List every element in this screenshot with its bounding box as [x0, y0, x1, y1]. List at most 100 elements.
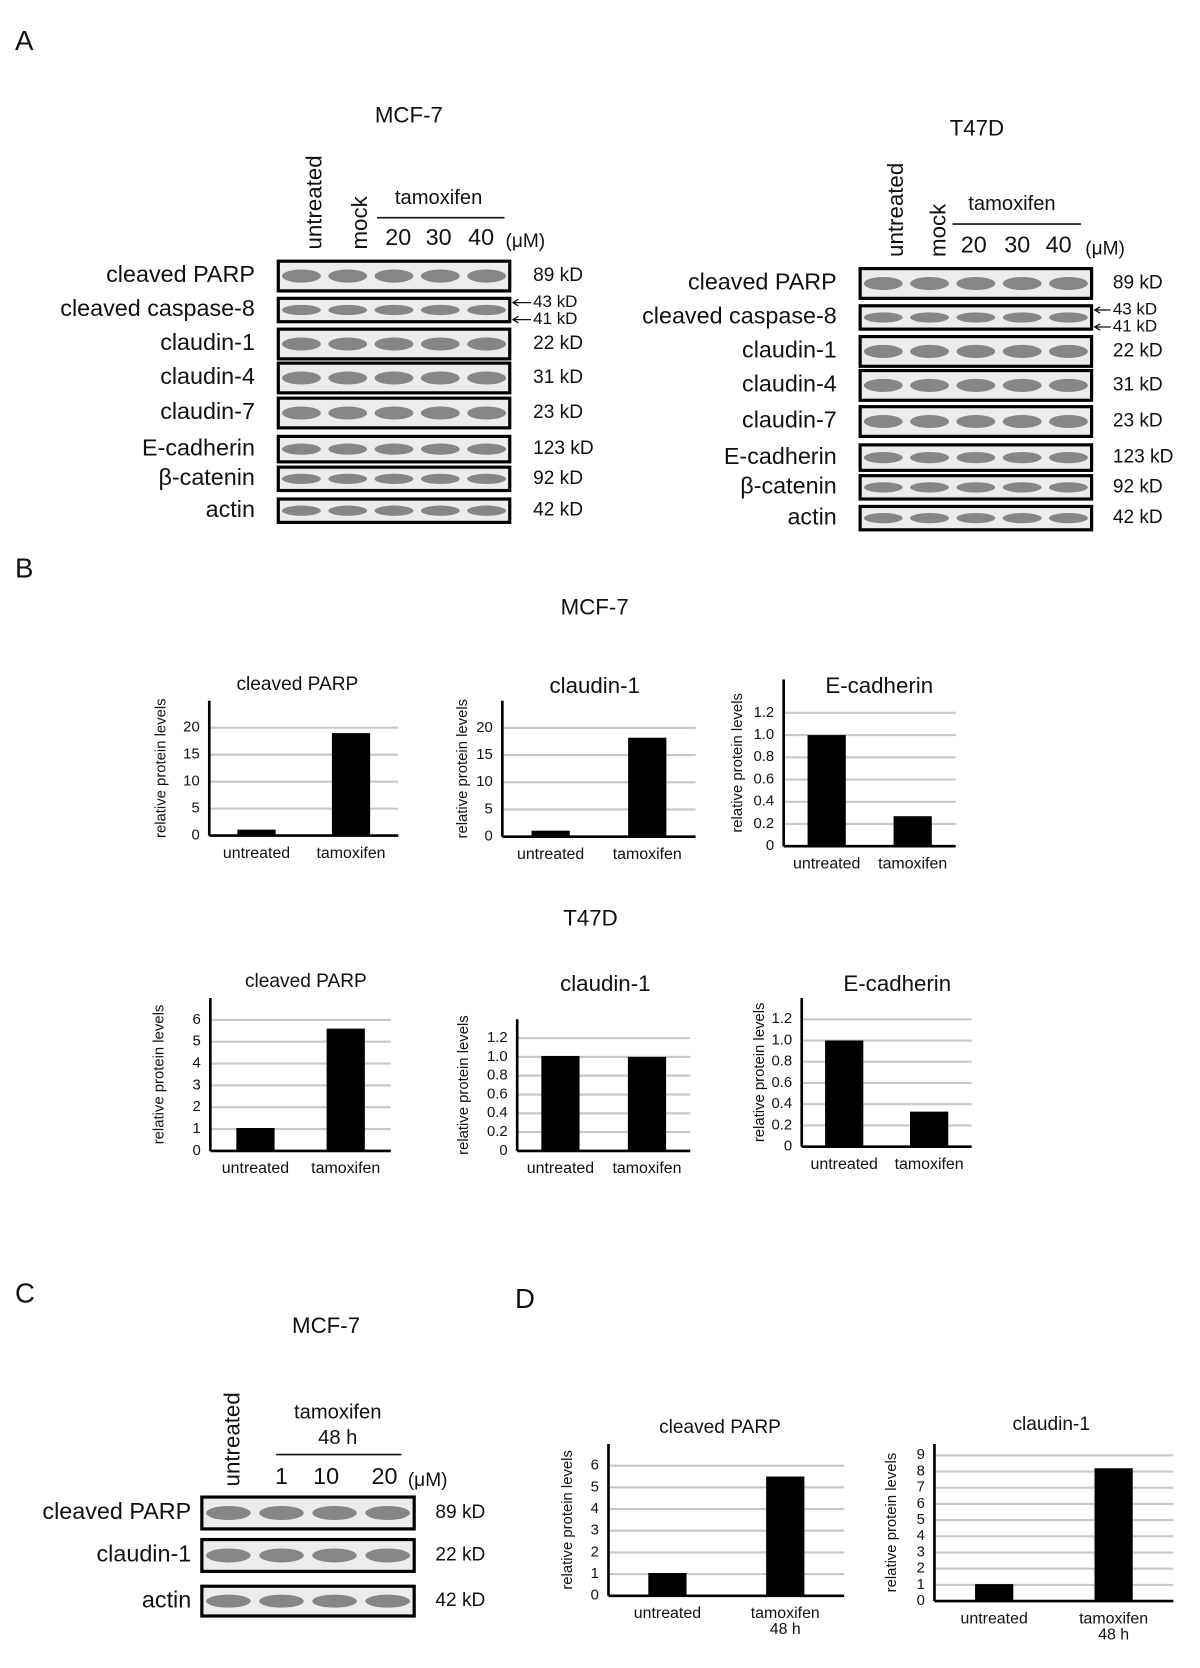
band [863, 312, 903, 323]
y-tick-label: 1.2 [487, 1030, 508, 1046]
y-tick-label: 0.6 [487, 1086, 508, 1102]
band [328, 505, 368, 516]
bar [326, 1028, 365, 1151]
y-tick-label: 20 [476, 720, 493, 736]
band [1048, 414, 1088, 429]
size-label: 43 kD [533, 292, 577, 311]
y-tick-label: 5 [591, 1479, 599, 1495]
dose-label: 20 [385, 224, 411, 250]
y-axis-label: relative protein levels [455, 699, 471, 839]
bar [331, 733, 371, 836]
y-tick-label: 0 [766, 838, 774, 854]
duration-label: 48 h [318, 1427, 357, 1449]
y-tick-label: 0 [499, 1143, 507, 1159]
protein-label: cleaved PARP [42, 1498, 191, 1524]
x-tick-label: untreated [222, 845, 291, 863]
band [910, 344, 950, 358]
size-label: 43 kD [1113, 300, 1157, 319]
band [910, 452, 950, 464]
band [420, 337, 460, 351]
band [1048, 452, 1088, 464]
y-tick-label: 0 [193, 1143, 201, 1159]
x-tick-label-box: tamoxifen [316, 845, 385, 861]
y-tick-label: 15 [183, 747, 200, 763]
band [328, 473, 368, 484]
unit-label: (μM) [408, 1470, 448, 1491]
dose-label: 40 [468, 224, 494, 250]
band [863, 276, 903, 291]
band [1002, 276, 1042, 291]
band [1048, 512, 1088, 524]
y-tick-label: 20 [183, 720, 200, 736]
size-label: 123 kD [533, 438, 594, 459]
protein-label: actin [206, 496, 255, 522]
y-axis-label: relative protein levels [884, 1453, 900, 1593]
y-tick-label: 0.4 [753, 794, 774, 810]
band [420, 406, 460, 420]
x-tick-label-box: untreated [634, 1605, 701, 1621]
y-tick-label: 6 [591, 1458, 599, 1474]
band [863, 452, 903, 464]
dose-label: 30 [426, 224, 452, 250]
y-axis-label: relative protein levels [456, 1015, 472, 1155]
band [374, 473, 414, 484]
arrow [1093, 323, 1111, 331]
size-label: 22 kD [435, 1545, 485, 1566]
bar [807, 735, 846, 847]
y-tick-label: 5 [193, 1034, 201, 1050]
band [1048, 312, 1088, 323]
treatment-label: tamoxifen [395, 187, 482, 209]
lane-label: untreated [883, 163, 908, 257]
y-tick-label: 0.2 [487, 1124, 508, 1140]
y-tick-label: 10 [476, 774, 493, 790]
protein-label: claudin-4 [742, 371, 837, 397]
y-tick-label: 1 [193, 1121, 201, 1137]
y-tick-label: 5 [917, 1512, 925, 1528]
band [467, 304, 507, 316]
band [467, 443, 507, 455]
y-axis-label: relative protein levels [151, 1005, 167, 1145]
band [281, 505, 321, 516]
y-tick-label: 0 [191, 828, 199, 844]
y-axis-label: relative protein levels [730, 693, 746, 833]
protein-label: claudin-4 [160, 363, 255, 389]
y-tick-label: 2 [917, 1561, 925, 1577]
band [863, 414, 903, 429]
lane-label: untreated [301, 155, 326, 249]
x-tick-label: tamoxifen [612, 1160, 682, 1178]
y-tick-label: 9 [917, 1447, 925, 1463]
y-tick-label: 4 [917, 1528, 925, 1544]
y-tick-label: 0.2 [753, 816, 774, 832]
band [259, 1548, 304, 1563]
bar [541, 1055, 580, 1151]
band [1048, 276, 1088, 291]
x-tick-label-box: untreated [527, 1160, 594, 1176]
band [467, 473, 507, 484]
chart-title: E-cadherin [843, 971, 951, 996]
band [956, 512, 996, 524]
x-tick-label: tamoxifen [894, 1156, 964, 1174]
band [420, 505, 460, 516]
x-tick-label-box: untreated [222, 1160, 289, 1176]
bar [627, 1056, 667, 1151]
x-tick-label-box: tamoxifen 48 h [751, 1605, 820, 1637]
size-label: 42 kD [435, 1590, 485, 1611]
band [259, 1505, 304, 1520]
y-tick-label: 0.6 [772, 1075, 793, 1091]
band [1048, 378, 1088, 392]
chart-title: cleaved PARP [237, 674, 359, 695]
treatment-label: tamoxifen [968, 193, 1055, 215]
y-tick-label: 3 [193, 1077, 201, 1093]
size-label: 92 kD [533, 468, 583, 489]
size-label: 41 kD [533, 309, 577, 328]
bar [648, 1573, 687, 1596]
x-tick-label: untreated [516, 846, 585, 864]
y-tick-label: 0.6 [753, 771, 774, 787]
size-label: 41 kD [1113, 317, 1157, 336]
protein-label: E-cadherin [724, 443, 837, 469]
y-tick-label: 5 [191, 801, 199, 817]
band [328, 337, 368, 351]
band [328, 406, 368, 420]
protein-label: cleaved caspase-8 [60, 295, 255, 321]
x-tick-label-box: tamoxifen [311, 1160, 380, 1176]
